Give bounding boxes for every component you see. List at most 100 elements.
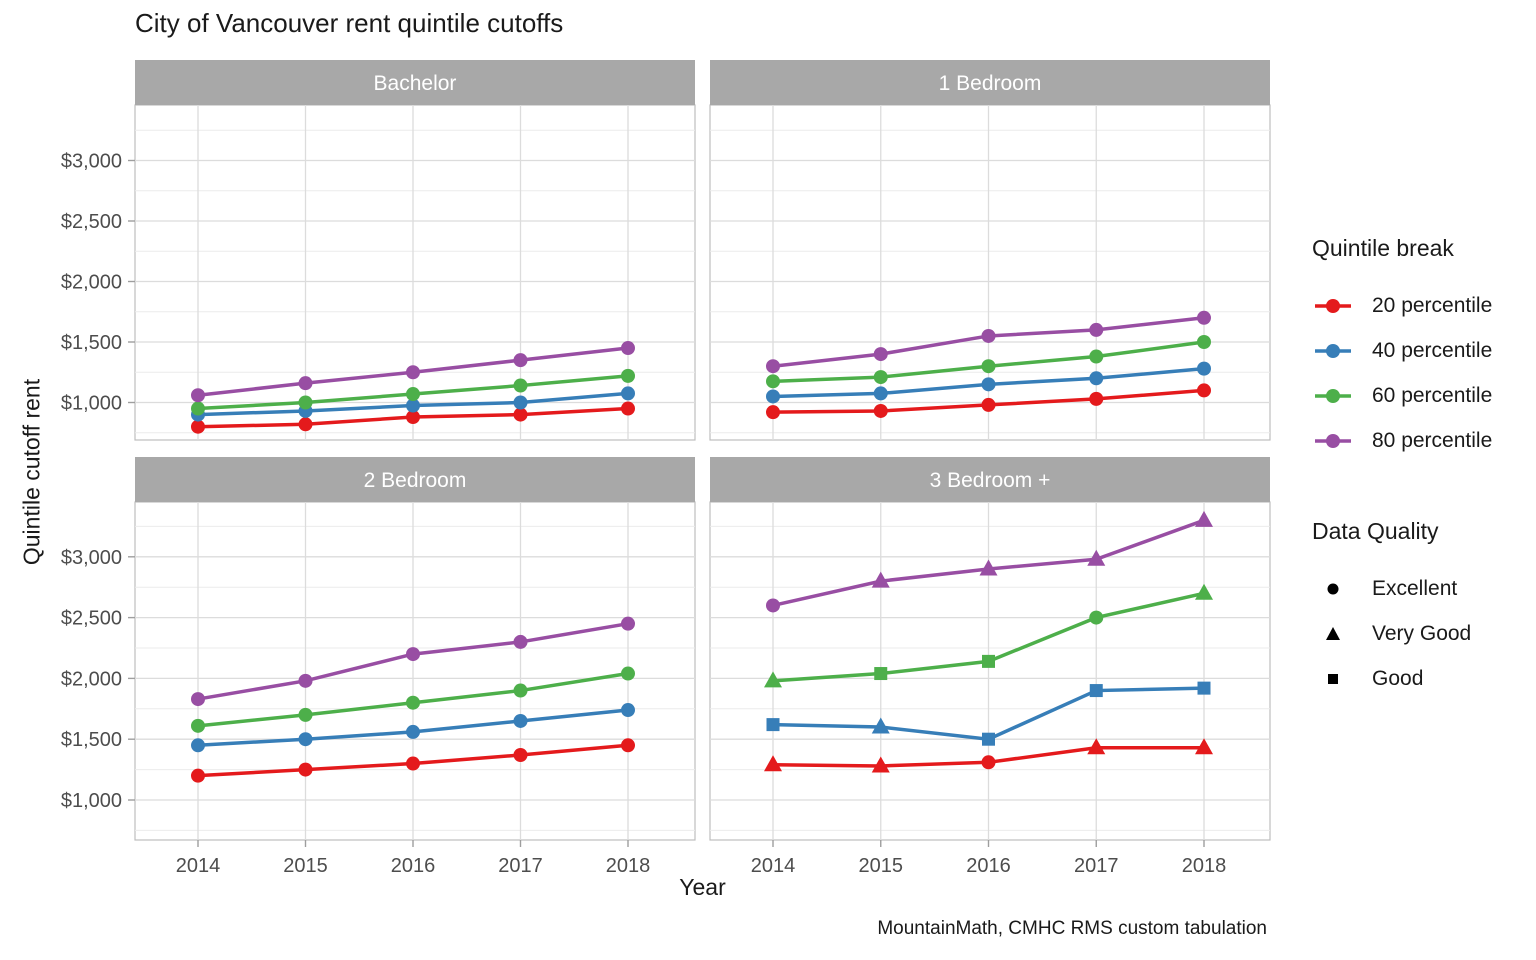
data-point-circle — [406, 647, 420, 662]
legend-item-80-percentile: 80 percentile — [1312, 427, 1492, 454]
facet-bachelor: Bachelor — [134, 60, 696, 441]
data-point-circle — [1197, 310, 1211, 325]
data-point-circle — [766, 598, 780, 613]
data-point-circle — [513, 395, 528, 410]
x-tick-label: 2015 — [283, 855, 328, 877]
x-tick-label: 2014 — [751, 855, 796, 877]
data-point-triangle — [764, 755, 782, 772]
data-point-circle — [873, 347, 888, 362]
data-point-triangle — [871, 717, 890, 734]
data-point-circle — [1089, 371, 1104, 386]
chart-title: City of Vancouver rent quintile cutoffs — [135, 8, 564, 38]
y-tick-label: $3,000 — [61, 151, 122, 173]
data-point-circle — [981, 359, 996, 374]
data-point-circle — [513, 683, 528, 698]
data-point-circle — [766, 374, 780, 389]
data-point-circle — [406, 410, 420, 425]
y-tick-label: $2,000 — [61, 668, 122, 690]
data-point-circle — [621, 368, 635, 383]
data-point-circle — [621, 386, 635, 401]
data-point-circle — [406, 756, 420, 771]
legend-item-label: Good — [1372, 666, 1424, 690]
x-tick-label: 2017 — [498, 855, 543, 877]
facet-strip-label: 2 Bedroom — [364, 469, 467, 492]
x-axis-title: Year — [679, 874, 726, 900]
data-point-circle — [621, 738, 635, 753]
panel-background — [709, 501, 1271, 841]
data-point-triangle — [871, 756, 890, 773]
legend-item-label: 60 percentile — [1372, 383, 1493, 407]
data-point-circle — [1089, 610, 1104, 625]
y-tick-label: $3,000 — [61, 547, 122, 569]
y-tick-label: $2,000 — [61, 272, 122, 294]
data-point-circle — [621, 341, 635, 356]
data-point-circle — [513, 634, 528, 649]
legend-item-20-percentile: 20 percentile — [1312, 292, 1492, 319]
data-point-circle — [298, 707, 313, 722]
data-point-circle — [873, 386, 888, 401]
legend-items: Excellent Very Good Good — [1312, 575, 1471, 692]
data-point-triangle — [1195, 738, 1213, 755]
data-point-triangle — [871, 571, 890, 588]
data-point-circle — [766, 405, 780, 420]
data-point-circle — [298, 673, 313, 688]
x-tick-label: 2017 — [1074, 855, 1119, 877]
data-point-circle — [981, 397, 996, 412]
data-point-circle — [298, 395, 313, 410]
data-point-triangle — [1195, 510, 1213, 527]
data-point-circle — [191, 692, 205, 707]
data-point-circle — [981, 755, 996, 770]
data-point-circle — [766, 359, 780, 374]
legend-data-quality: Data Quality Excellent Very Good Good — [1312, 518, 1471, 710]
x-tick-label: 2018 — [1182, 855, 1227, 877]
data-point-circle — [191, 718, 205, 733]
data-point-circle — [1197, 361, 1211, 376]
legend-key-line-circle-icon — [1312, 382, 1354, 410]
data-point-circle — [298, 376, 313, 391]
legend-title: Data Quality — [1312, 518, 1439, 544]
data-point-circle — [1089, 322, 1104, 337]
data-point-circle — [406, 398, 420, 413]
y-tick-label: $1,000 — [61, 790, 122, 812]
caption: MountainMath, CMHC RMS custom tabulation — [877, 918, 1267, 939]
data-point-circle — [191, 738, 205, 753]
x-tick-label: 2015 — [859, 855, 904, 877]
data-point-circle — [981, 328, 996, 343]
data-point-triangle — [1087, 549, 1106, 566]
data-point-square — [1197, 681, 1211, 695]
legend-item-label: Very Good — [1372, 621, 1472, 645]
legend-key-square-icon — [1312, 665, 1354, 693]
facet-strip — [710, 457, 1270, 502]
facet-strip — [135, 457, 695, 502]
data-point-circle — [298, 732, 313, 747]
data-point-square — [982, 732, 995, 746]
legend-item-label: Excellent — [1372, 576, 1458, 600]
legend-key-triangle-icon — [1312, 620, 1354, 648]
data-point-circle — [981, 377, 996, 392]
legend-item-very-good: Very Good — [1312, 620, 1471, 647]
data-point-circle — [406, 695, 420, 710]
data-point-circle — [191, 419, 205, 434]
facet-1-bedroom: 1 Bedroom — [709, 60, 1271, 441]
data-point-circle — [873, 403, 888, 418]
legend-item-40-percentile: 40 percentile — [1312, 337, 1492, 364]
data-point-circle — [1197, 383, 1211, 398]
facet-strip-label: Bachelor — [374, 72, 457, 95]
data-point-circle — [191, 768, 205, 783]
data-point-square — [874, 667, 888, 681]
legend-quintile-break: Quintile break 20 percentile 40 percentil… — [1312, 235, 1492, 472]
legend-item-60-percentile: 60 percentile — [1312, 382, 1492, 409]
facet-strip-label: 1 Bedroom — [939, 72, 1042, 95]
legend-item-excellent: Excellent — [1312, 575, 1471, 602]
data-point-circle — [298, 762, 313, 777]
y-tick-label: $2,500 — [61, 608, 122, 630]
data-point-triangle — [979, 559, 998, 576]
data-point-circle — [406, 365, 420, 380]
data-point-circle — [298, 417, 313, 432]
data-point-circle — [1197, 335, 1211, 349]
facet-strip-label: 3 Bedroom + — [930, 469, 1051, 492]
facet-3-bedroom: 3 Bedroom + — [709, 457, 1271, 841]
data-point-circle — [513, 378, 528, 393]
